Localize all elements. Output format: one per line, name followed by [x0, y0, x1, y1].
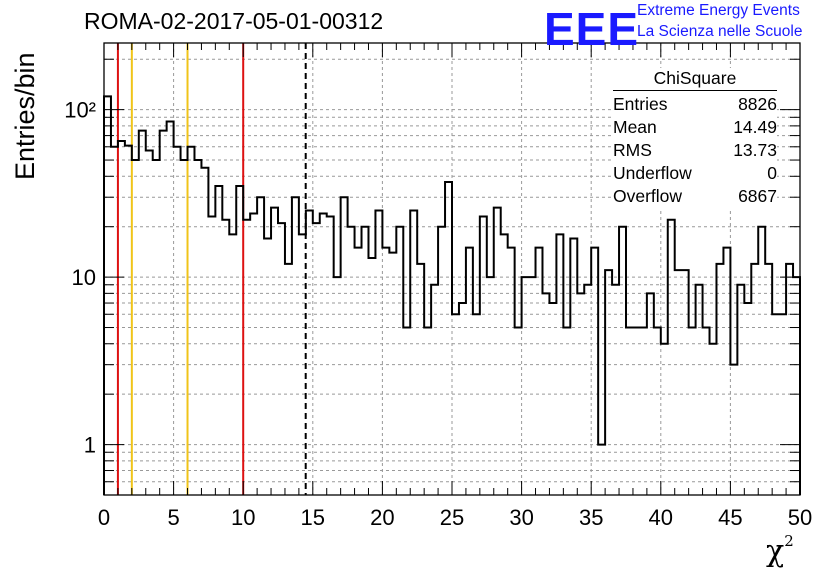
y-tick-label: 1: [84, 433, 96, 458]
stats-value: 8826: [738, 94, 777, 114]
histogram-step-line: [103, 95, 801, 495]
x-axis-label: χ2: [766, 532, 794, 569]
x-tick-label: 20: [370, 505, 394, 530]
stats-value: 13.73: [733, 140, 777, 160]
org-name-line2: La Scienza nelle Scuole: [637, 23, 803, 40]
reference-lines: [116, 43, 307, 495]
x-tick-label: 30: [509, 505, 533, 530]
x-tick-label: 10: [231, 505, 255, 530]
x-tick-label: 35: [579, 505, 603, 530]
x-tick-label: 25: [440, 505, 464, 530]
stats-row-mean: Mean 14.49: [613, 116, 777, 139]
y-tick-label: 10: [72, 265, 96, 290]
x-tick-label: 40: [649, 505, 673, 530]
stats-value: 6867: [738, 186, 777, 206]
eee-logo: EEE: [544, 3, 640, 55]
stats-box: ChiSquare Entries 8826 Mean 14.49 RMS 13.73…: [613, 68, 777, 208]
x-tick-label: 5: [167, 505, 179, 530]
stats-title: ChiSquare: [613, 68, 777, 91]
stats-value: 0: [767, 163, 777, 183]
x-tick-label: 45: [718, 505, 742, 530]
axis-ticks: 0 5 10 15 20 25 30 35 40 45 50 1 10 10²: [64, 43, 812, 530]
x-tick-label: 15: [301, 505, 325, 530]
stats-label: Underflow: [613, 163, 692, 183]
stats-label: RMS: [613, 140, 652, 160]
stats-row-overflow: Overflow 6867: [613, 185, 777, 208]
stats-row-underflow: Underflow 0: [613, 162, 777, 185]
chart-title: ROMA-02-2017-05-01-00312: [84, 8, 384, 34]
stats-row-entries: Entries 8826: [613, 93, 777, 116]
x-tick-label: 0: [98, 505, 110, 530]
org-name-line1: Extreme Energy Events: [637, 2, 800, 19]
y-axis-label: Entries/bin: [10, 52, 40, 180]
stats-label: Entries: [613, 94, 668, 114]
y-tick-label: 10²: [64, 98, 96, 123]
stats-label: Mean: [613, 117, 657, 137]
stats-row-rms: RMS 13.73: [613, 139, 777, 162]
stats-value: 14.49: [733, 117, 777, 137]
stats-label: Overflow: [613, 186, 683, 206]
x-tick-label: 50: [788, 505, 812, 530]
